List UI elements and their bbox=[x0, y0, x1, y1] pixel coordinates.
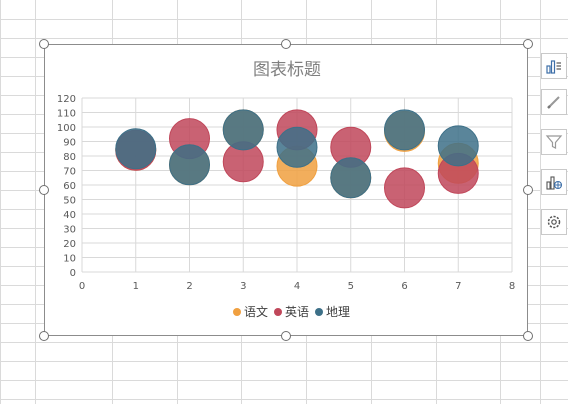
resize-handle-middle-right[interactable] bbox=[523, 185, 533, 195]
y-tick-label: 10 bbox=[63, 254, 76, 265]
x-tick-label: 5 bbox=[348, 281, 354, 292]
legend-item[interactable]: 语文 bbox=[233, 304, 268, 319]
x-tick-label: 8 bbox=[509, 281, 515, 292]
bubble-point[interactable] bbox=[169, 144, 210, 186]
y-tick-label: 120 bbox=[57, 94, 76, 105]
chart-elements-icon bbox=[546, 60, 561, 74]
plot-area[interactable] bbox=[115, 109, 479, 209]
chart-area[interactable]: 图表标题 0 10 20 30 40 50 60 70 80 90 100 110 120 0 1 2 3 4 5… bbox=[44, 44, 528, 336]
x-tick-label: 6 bbox=[401, 281, 407, 292]
resize-handle-top-left[interactable] bbox=[39, 39, 49, 49]
y-tick-label: 30 bbox=[63, 225, 76, 236]
y-tick-label: 0 bbox=[70, 268, 76, 279]
chart-styles-button[interactable] bbox=[541, 89, 567, 115]
bubble-point[interactable] bbox=[222, 109, 264, 151]
chart-settings-button[interactable] bbox=[541, 209, 567, 235]
y-tick-label: 110 bbox=[57, 109, 76, 120]
legend-marker bbox=[315, 308, 323, 316]
resize-handle-top-right[interactable] bbox=[523, 39, 533, 49]
resize-handle-top-center[interactable] bbox=[281, 39, 291, 49]
y-tick-label: 50 bbox=[63, 196, 76, 207]
legend-item[interactable]: 英语 bbox=[274, 305, 309, 319]
x-tick-label: 1 bbox=[133, 281, 139, 292]
resize-handle-bottom-right[interactable] bbox=[523, 331, 533, 341]
y-axis[interactable]: 0 10 20 30 40 50 60 70 80 90 100 110 120 bbox=[57, 94, 76, 279]
y-tick-label: 60 bbox=[63, 181, 76, 192]
x-tick-label: 3 bbox=[240, 281, 246, 292]
y-tick-label: 100 bbox=[57, 123, 76, 134]
chart-elements-button[interactable] bbox=[541, 53, 567, 79]
x-tick-label: 7 bbox=[455, 281, 461, 292]
legend[interactable]: 语文 英语 地理 bbox=[233, 304, 350, 319]
y-tick-label: 90 bbox=[63, 138, 76, 149]
legend-item[interactable]: 地理 bbox=[315, 305, 350, 319]
chart-filters-button[interactable] bbox=[541, 129, 567, 155]
bubble-point[interactable] bbox=[384, 109, 425, 151]
legend-marker bbox=[233, 308, 241, 316]
bubble-series-3[interactable] bbox=[115, 109, 479, 199]
legend-label: 英语 bbox=[285, 305, 309, 319]
resize-handle-bottom-center[interactable] bbox=[281, 331, 291, 341]
y-tick-label: 40 bbox=[63, 210, 76, 221]
legend-label: 地理 bbox=[326, 305, 350, 319]
filter-icon bbox=[545, 135, 563, 149]
bubble-point[interactable] bbox=[437, 125, 479, 167]
chart-title[interactable]: 图表标题 bbox=[253, 60, 321, 80]
y-tick-label: 80 bbox=[63, 152, 76, 163]
x-tick-label: 4 bbox=[294, 281, 300, 292]
bubble-point[interactable] bbox=[384, 167, 425, 209]
bubble-point[interactable] bbox=[115, 128, 157, 170]
bubble-point[interactable] bbox=[330, 157, 372, 199]
x-tick-label: 0 bbox=[79, 281, 85, 292]
y-tick-label: 20 bbox=[63, 239, 76, 250]
resize-handle-bottom-left[interactable] bbox=[39, 331, 49, 341]
x-axis[interactable]: 0 1 2 3 4 5 6 7 8 bbox=[79, 281, 515, 292]
brush-icon bbox=[547, 96, 560, 109]
bubble-point[interactable] bbox=[276, 126, 318, 168]
resize-handle-middle-left[interactable] bbox=[39, 185, 49, 195]
y-tick-label: 70 bbox=[63, 167, 76, 178]
data-table-button[interactable] bbox=[541, 169, 567, 195]
legend-label: 语文 bbox=[244, 304, 268, 319]
bubble-chart: 图表标题 0 10 20 30 40 50 60 70 80 90 100 110 120 0 1 2 3 4 5… bbox=[57, 60, 515, 319]
chart-data-icon bbox=[546, 176, 563, 190]
gear-icon bbox=[547, 215, 561, 229]
legend-marker bbox=[274, 308, 282, 316]
x-tick-label: 2 bbox=[186, 281, 192, 292]
